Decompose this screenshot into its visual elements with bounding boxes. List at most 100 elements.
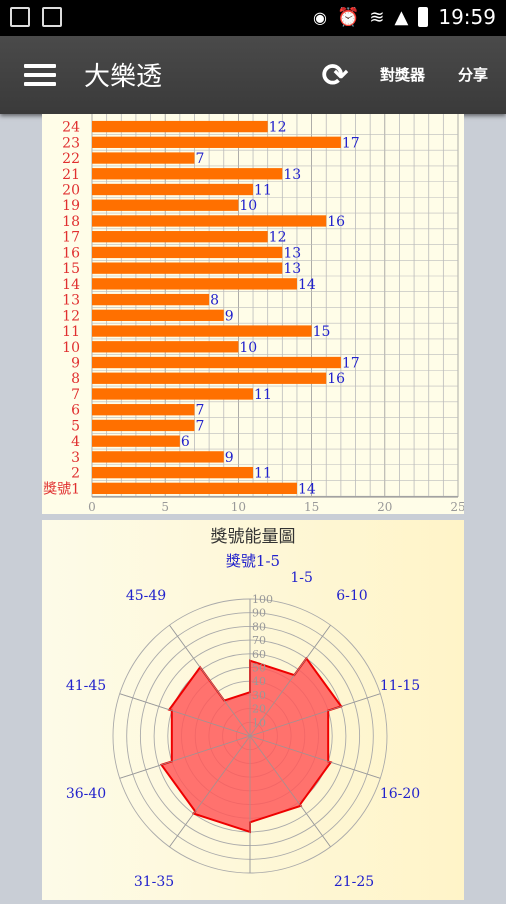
image-icon xyxy=(42,7,62,27)
category-label: 6 xyxy=(71,403,80,419)
alarm-icon: ⏰ xyxy=(337,6,360,28)
radar-category-label: 11-15 xyxy=(380,678,420,694)
radar-category-label: 1-5 xyxy=(290,570,313,586)
menu-icon[interactable] xyxy=(24,64,56,86)
category-label: 18 xyxy=(62,214,80,230)
bar xyxy=(92,451,224,463)
wifi-icon: ≋ xyxy=(369,6,385,28)
bar xyxy=(92,372,327,384)
category-label: 7 xyxy=(71,387,80,403)
bar-value-label: 11 xyxy=(254,182,272,198)
bar xyxy=(92,199,239,211)
category-label: 16 xyxy=(62,245,80,261)
bar xyxy=(92,466,254,479)
radar-category-label: 16-20 xyxy=(380,786,420,802)
category-label: 22 xyxy=(62,151,80,167)
radar-spoke xyxy=(169,624,251,737)
x-tick-label: 25 xyxy=(450,500,464,514)
radial-tick-label: 100 xyxy=(252,593,273,606)
category-label: 13 xyxy=(62,293,80,309)
radar-title: 獎號能量圖 xyxy=(211,527,296,547)
radar-category-label: 41-45 xyxy=(66,678,106,694)
radial-tick-label: 20 xyxy=(252,703,266,716)
bar xyxy=(92,246,283,259)
radar-spoke xyxy=(119,735,251,779)
bar-value-label: 14 xyxy=(298,277,316,293)
category-label: 21 xyxy=(62,167,80,183)
bar-value-label: 16 xyxy=(327,371,345,387)
bar-value-label: 12 xyxy=(269,120,287,136)
category-label: 8 xyxy=(71,371,80,387)
bar-chart-panel: 0 5 10 15 20 25 14 獎號1 11 2 9 3 6 4 7 5 7 6 11 7 16 8 17 9 10 10 1… xyxy=(42,114,466,514)
bar xyxy=(92,231,268,243)
radial-tick-label: 60 xyxy=(252,648,266,661)
signal-icon: ▲ xyxy=(394,6,409,28)
bar-value-label: 11 xyxy=(254,466,272,482)
bar-value-label: 9 xyxy=(225,308,234,324)
category-label: 14 xyxy=(62,277,80,293)
category-label: 9 xyxy=(71,356,80,372)
x-tick-label: 20 xyxy=(377,500,392,514)
x-tick-label: 15 xyxy=(304,500,319,514)
bar xyxy=(92,293,210,306)
category-label: 10 xyxy=(62,340,80,356)
radar-chart-panel: 獎號能量圖 獎號1-5 10 20 30 40 50 60 70 80 90 100 1-5 6-10… xyxy=(42,520,464,900)
radar-category-label: 21-25 xyxy=(334,874,374,890)
bar xyxy=(92,325,312,337)
radial-tick-label: 30 xyxy=(252,689,266,702)
radial-tick-label: 80 xyxy=(252,620,266,633)
bar-value-label: 15 xyxy=(313,324,331,340)
bar xyxy=(92,120,268,133)
bar xyxy=(92,183,254,196)
radial-tick-label: 50 xyxy=(252,662,266,675)
check-button[interactable]: 對獎器 xyxy=(380,66,426,84)
bar xyxy=(92,168,283,180)
category-label: 17 xyxy=(62,230,80,246)
bar-value-label: 10 xyxy=(239,340,257,356)
bar-value-label: 9 xyxy=(225,450,234,466)
bar xyxy=(92,278,297,290)
bar xyxy=(92,388,254,400)
radar-spoke xyxy=(249,735,331,848)
category-label: 15 xyxy=(62,261,80,277)
radial-tick-label: 70 xyxy=(252,634,266,647)
category-label: 5 xyxy=(71,418,80,434)
bar-value-label: 10 xyxy=(239,198,257,214)
share-button[interactable]: 分享 xyxy=(458,66,489,84)
category-label: 3 xyxy=(71,450,80,466)
app-title: 大樂透 xyxy=(84,62,163,92)
radar-category-label: 36-40 xyxy=(66,786,106,802)
category-label: 11 xyxy=(62,324,80,340)
category-label: 2 xyxy=(71,466,80,482)
bar xyxy=(92,262,283,274)
radar-category-label: 6-10 xyxy=(336,588,367,604)
refresh-icon[interactable]: ⟳ xyxy=(321,56,349,94)
bar-value-label: 12 xyxy=(269,230,287,246)
bar-value-label: 13 xyxy=(283,167,301,183)
bar xyxy=(92,215,327,227)
bar xyxy=(92,356,341,369)
battery-icon xyxy=(418,7,429,27)
radar-category-label: 45-49 xyxy=(126,588,166,604)
sim-icon xyxy=(10,7,30,27)
bar-value-label: 6 xyxy=(181,434,190,450)
bar-value-label: 17 xyxy=(342,356,360,372)
bar-value-label: 14 xyxy=(298,481,316,497)
category-label: 24 xyxy=(62,120,80,136)
bar-value-label: 13 xyxy=(283,245,301,261)
bar-value-label: 7 xyxy=(195,151,204,167)
bar-value-label: 11 xyxy=(254,387,272,403)
radar-spoke xyxy=(249,693,381,737)
bar-value-label: 7 xyxy=(195,418,204,434)
x-tick-label: 0 xyxy=(88,500,96,514)
radar-spoke xyxy=(249,624,331,737)
bar xyxy=(92,341,239,353)
category-label: 20 xyxy=(62,182,80,198)
bar xyxy=(92,435,180,447)
status-bar: ◉ ⏰ ≋ ▲ 19:59 xyxy=(0,0,506,36)
bar-value-label: 13 xyxy=(283,261,301,277)
radar-spoke xyxy=(249,735,381,779)
bar-value-label: 8 xyxy=(210,293,219,309)
category-label: 12 xyxy=(62,308,80,324)
